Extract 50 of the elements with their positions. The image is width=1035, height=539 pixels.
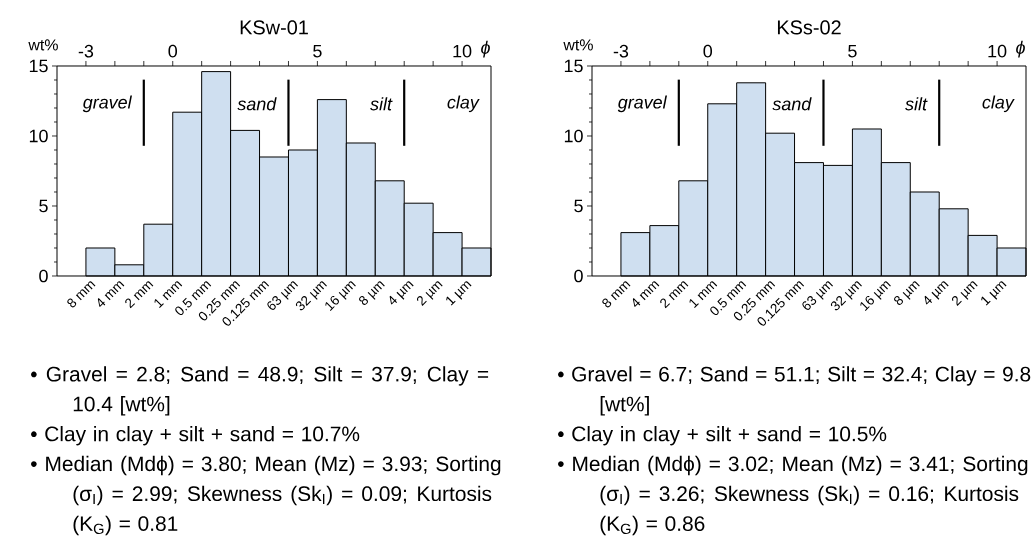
text: • Gravel = 2.8; Sand = 48.9; Silt = 37.9; Clay = 10.4 [wt%] bbox=[31, 366, 489, 416]
x-tick-label: -3 bbox=[78, 44, 94, 58]
y-tick-label: 5 bbox=[574, 199, 583, 213]
y-tick-label: 0 bbox=[39, 269, 48, 283]
annotation: 2 mm bbox=[125, 281, 154, 309]
annotation: 1 µm bbox=[981, 281, 1007, 306]
annotation: 2 µm bbox=[416, 281, 443, 306]
y-axis-title: wt% bbox=[563, 39, 593, 51]
annotation: gravel bbox=[82, 95, 132, 113]
y-tick-label: 5 bbox=[39, 199, 48, 213]
text: • Clay in clay + silt + sand = 10.7% bbox=[31, 425, 360, 446]
chart-title: KSw-01 bbox=[240, 20, 308, 35]
annotation: 8 mm bbox=[67, 281, 96, 308]
x-tick-label: 0 bbox=[168, 44, 178, 58]
annotation: 4 µm bbox=[389, 281, 414, 305]
annotation: sand bbox=[237, 97, 277, 111]
annotation: gravel bbox=[617, 95, 668, 113]
x-tick-label: 10 bbox=[453, 44, 472, 58]
x-tick-label: 10 bbox=[988, 44, 1007, 58]
y-tick-label: 15 bbox=[564, 59, 583, 73]
annotation: 8 µm bbox=[894, 281, 920, 305]
annotation: silt bbox=[905, 97, 928, 111]
annotation: sand bbox=[772, 97, 812, 111]
text: • Gravel = 6.7; Sand = 51.1; Silt = 32.4; Clay = 9.8 [wt%] bbox=[558, 366, 1031, 416]
annotation: 4 µm bbox=[924, 281, 949, 305]
y-tick-label: 15 bbox=[29, 59, 48, 73]
annotation: 1 µm bbox=[446, 281, 472, 306]
chart-title: KSs-02 bbox=[777, 20, 841, 35]
annotation: silt bbox=[370, 97, 393, 111]
annotation: 2 mm bbox=[660, 281, 689, 309]
annotation: 4 mm bbox=[632, 281, 660, 308]
x-axis-title: ϕ bbox=[481, 40, 490, 58]
y-tick-label: 10 bbox=[564, 129, 583, 143]
annotation: 2 µm bbox=[951, 281, 978, 306]
y-tick-label: 10 bbox=[29, 129, 48, 143]
y-tick-label: 0 bbox=[574, 269, 583, 283]
annotation: 8 mm bbox=[602, 281, 631, 308]
text: • Clay in clay + silt + sand = 10.5% bbox=[558, 425, 887, 446]
text: • Median (Mdϕ) = 3.02; Mean (Mz) = 3.41; Sorting (σ$_{I}$) = 3.26; Skewness (Sk$_{I}$) = 0.16; Kurtosis (K$_{G}$) = 0.86 bbox=[558, 455, 1028, 536]
x-tick-label: -3 bbox=[613, 44, 629, 58]
text: • Median (Mdϕ) = 3.80; Mean (Mz) = 3.93; Sorting (σ$_{I}$) = 2.99; Skewness (Sk$_{I}$) = 0.09; Kurtosis (K$_{G}$) = 0.81 bbox=[31, 455, 501, 536]
annotation: 8 µm bbox=[359, 281, 385, 305]
x-tick-label: 5 bbox=[848, 44, 857, 58]
annotation: clay bbox=[982, 95, 1015, 113]
annotation: clay bbox=[447, 95, 480, 113]
x-axis-title: ϕ bbox=[1016, 40, 1025, 58]
x-tick-label: 0 bbox=[703, 44, 713, 58]
y-axis-title: wt% bbox=[28, 39, 58, 51]
annotation: 4 mm bbox=[97, 281, 125, 308]
x-tick-label: 5 bbox=[313, 44, 322, 58]
